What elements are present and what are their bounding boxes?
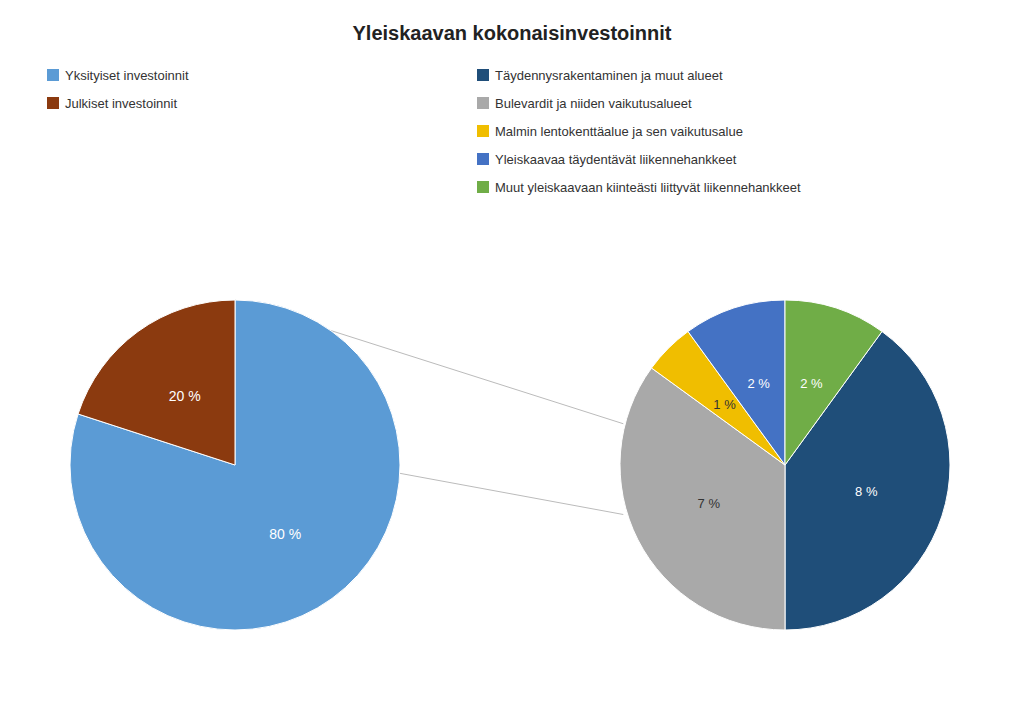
svg-text:2 %: 2 % [800,376,823,391]
svg-text:Malmin lentokenttäalue ja sen: Malmin lentokenttäalue ja sen vaikutusal… [495,124,743,139]
svg-text:Julkiset investoinnit: Julkiset investoinnit [65,96,177,111]
svg-text:20 %: 20 % [169,388,201,404]
svg-text:Bulevardit ja niiden vaikutusa: Bulevardit ja niiden vaikutusalueet [495,96,692,111]
svg-text:Muut yleiskaavaan kiinteästi l: Muut yleiskaavaan kiinteästi liittyvät l… [495,180,801,195]
svg-text:Täydennysrakentaminen ja muut: Täydennysrakentaminen ja muut alueet [495,68,723,83]
svg-text:Yksityiset investoinnit: Yksityiset investoinnit [65,68,189,83]
svg-text:80 %: 80 % [269,526,301,542]
svg-text:8 %: 8 % [855,484,878,499]
svg-text:1 %: 1 % [713,397,736,412]
svg-text:2 %: 2 % [747,376,770,391]
svg-text:Yleiskaavaa täydentävät liiken: Yleiskaavaa täydentävät liikennehankkeet [495,152,737,167]
svg-text:7 %: 7 % [698,496,721,511]
svg-text:Yleiskaavan kokonaisinvestoinn: Yleiskaavan kokonaisinvestoinnit [352,22,671,44]
